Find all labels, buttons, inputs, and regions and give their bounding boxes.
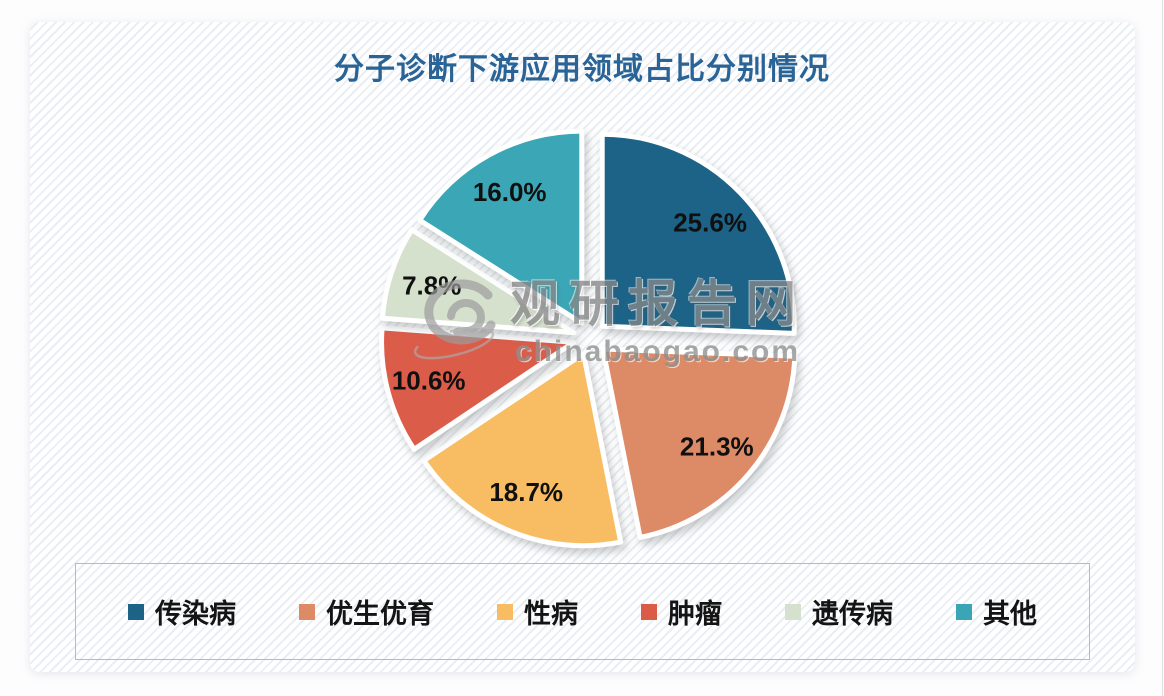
legend-swatch-icon (497, 603, 513, 620)
legend-label: 性病 (524, 599, 578, 629)
legend-label: 传染病 (155, 599, 236, 629)
pie-slice-labels: 25.6% 21.3% 18.7% 10.6% 7.8% 16.0% (392, 177, 754, 507)
legend-swatch-icon (785, 603, 801, 620)
legend-item-3: 性病 (497, 592, 578, 631)
legend-swatch-icon (128, 603, 144, 620)
pie-slice-1 (599, 131, 797, 336)
pie-slice-value-label: 16.0% (473, 177, 547, 207)
pie-slice-value-label: 18.7% (489, 477, 563, 507)
legend-swatch-icon (299, 603, 315, 620)
legend-label: 肿瘤 (668, 599, 722, 629)
legend-item-4: 肿瘤 (641, 592, 722, 631)
legend-item-1: 传染病 (128, 592, 236, 631)
pie-slice-6 (417, 128, 585, 326)
pie-slice-value-label: 7.8% (402, 271, 461, 301)
pie-slices (379, 128, 798, 549)
legend-item-5: 遗传病 (785, 592, 893, 631)
pie-slice-value-label: 25.6% (673, 207, 747, 237)
legend-swatch-icon (641, 603, 657, 620)
legend: 传染病 优生优育 性病 肿瘤 遗传病 其他 (75, 563, 1090, 660)
pie-slice-value-label: 10.6% (392, 366, 466, 396)
pie-slice-value-label: 21.3% (680, 431, 754, 461)
pie-slice-2 (600, 346, 798, 540)
legend-item-6: 其他 (956, 592, 1037, 631)
legend-label: 其他 (983, 599, 1037, 629)
legend-swatch-icon (956, 603, 972, 620)
legend-label: 优生优育 (326, 599, 434, 629)
legend-label: 遗传病 (812, 599, 893, 629)
legend-item-2: 优生优育 (299, 592, 434, 631)
pie-slice-3 (421, 351, 624, 549)
chart-title: 分子诊断下游应用领域占比分别情况 (334, 53, 830, 86)
screenshot-edge-line (1162, 0, 1163, 696)
